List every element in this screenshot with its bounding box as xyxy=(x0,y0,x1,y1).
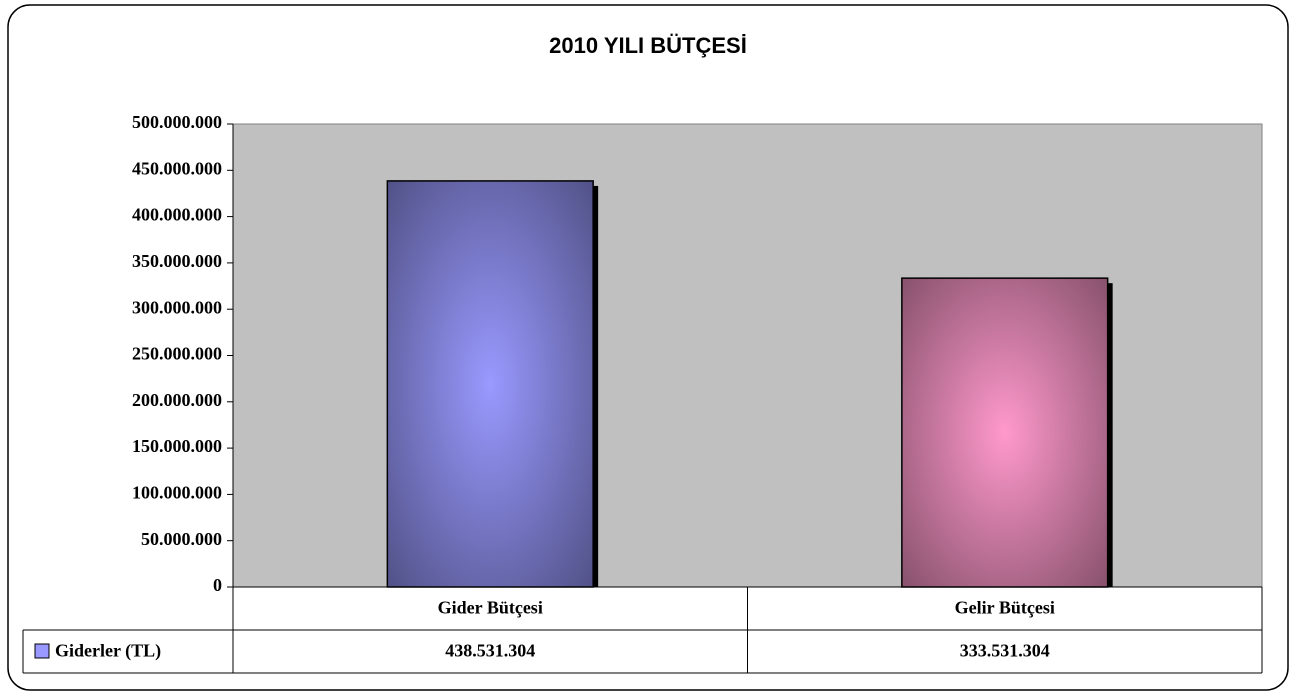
y-tick-label: 250.000.000 xyxy=(132,344,222,364)
data-label: 333.531.304 xyxy=(960,641,1050,661)
y-tick-label: 500.000.000 xyxy=(132,112,222,132)
legend-label: Giderler (TL) xyxy=(55,641,161,662)
y-tick-label: 0 xyxy=(213,575,222,595)
legend-key xyxy=(34,643,50,659)
y-tick-label: 200.000.000 xyxy=(132,390,222,410)
bar xyxy=(386,180,594,588)
y-tick-label: 150.000.000 xyxy=(132,436,222,456)
data-label: 438.531.304 xyxy=(445,641,535,661)
y-tick-label: 350.000.000 xyxy=(132,251,222,271)
x-tick-label: Gider Bütçesi xyxy=(438,598,543,618)
y-tick-label: 300.000.000 xyxy=(132,297,222,317)
chart-title: 2010 YILI BÜTÇESİ xyxy=(549,33,747,58)
y-tick-label: 100.000.000 xyxy=(132,483,222,503)
y-tick-label: 50.000.000 xyxy=(141,529,222,549)
bar xyxy=(901,277,1109,588)
x-tick-label: Gelir Bütçesi xyxy=(955,598,1055,618)
y-tick-label: 400.000.000 xyxy=(132,205,222,225)
y-tick-label: 450.000.000 xyxy=(132,158,222,178)
